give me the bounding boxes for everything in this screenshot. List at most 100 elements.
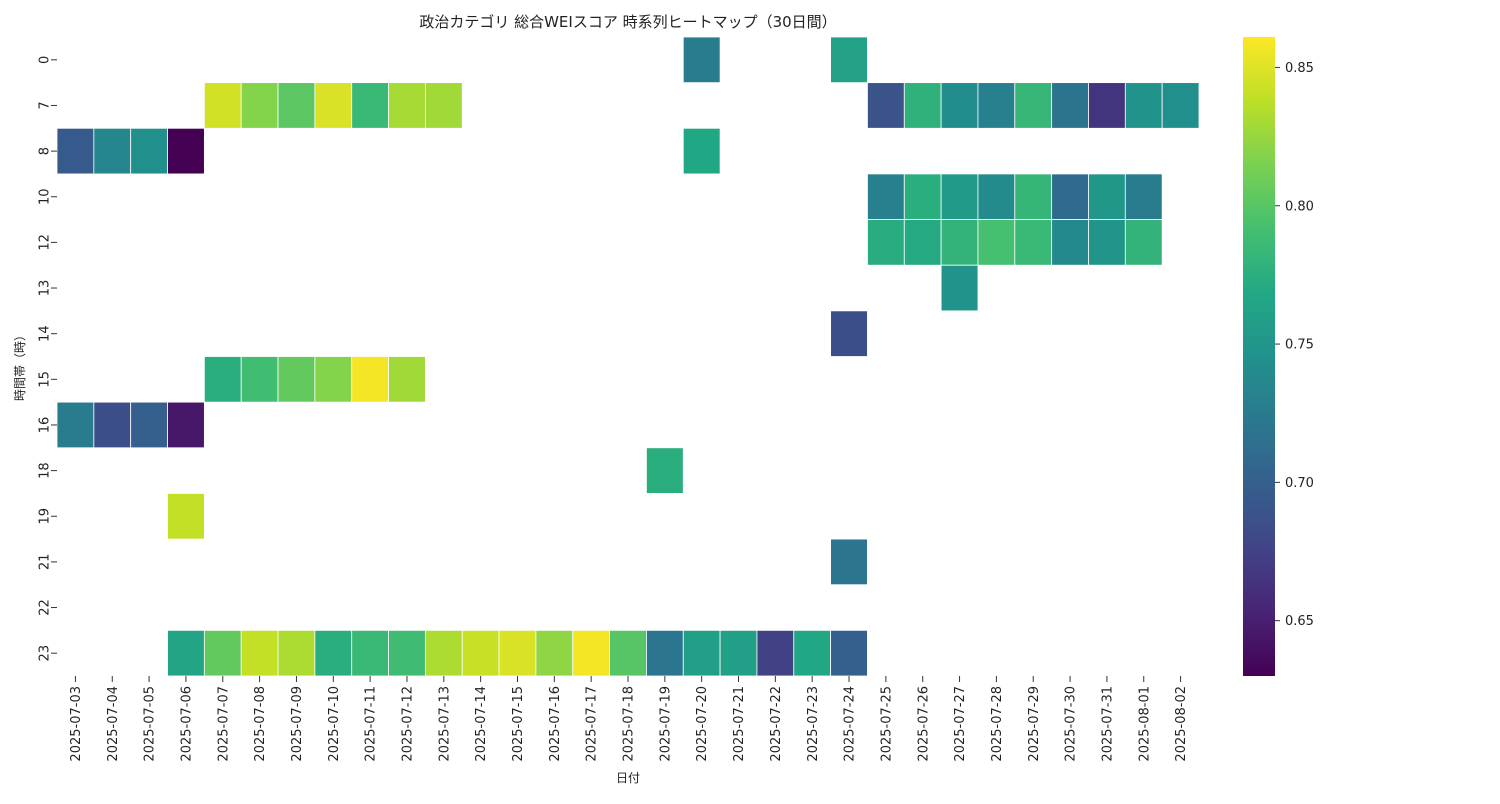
heatmap-cell xyxy=(351,629,389,677)
colorbar-tick-label: 0.85 xyxy=(1285,61,1314,76)
y-tick-label: 19 xyxy=(38,508,53,525)
colorbar-tick-label: 0.75 xyxy=(1285,338,1314,353)
x-tick-label: 2025-07-24 xyxy=(843,686,858,762)
heatmap-cell xyxy=(1051,219,1089,266)
y-tick-label: 22 xyxy=(38,599,53,616)
heatmap-cell xyxy=(351,356,389,403)
heatmap-cell xyxy=(977,219,1016,266)
y-tick-label: 18 xyxy=(38,462,53,479)
x-tick-label: 2025-07-18 xyxy=(622,686,637,762)
heatmap-cell xyxy=(903,219,942,266)
heatmap-cell xyxy=(388,356,426,403)
heatmap-cell xyxy=(830,629,868,677)
heatmap-cell xyxy=(314,82,353,129)
x-tick-label: 2025-07-10 xyxy=(327,686,342,762)
heatmap-cell xyxy=(167,493,205,540)
colorbar-gradient xyxy=(1243,37,1275,676)
y-tick-label: 13 xyxy=(38,280,53,297)
heatmap-cell xyxy=(682,127,721,175)
heatmap-cell xyxy=(830,538,868,586)
heatmap-cell xyxy=(793,629,832,677)
heatmap-cell xyxy=(830,36,868,84)
x-tick-label: 2025-07-26 xyxy=(916,686,931,762)
heatmap-cell xyxy=(1124,173,1163,220)
x-tick-label: 2025-07-07 xyxy=(216,686,231,762)
heatmap-cell xyxy=(167,401,205,449)
heatmap-cell xyxy=(1088,219,1126,266)
x-tick-label: 2025-07-05 xyxy=(143,686,158,762)
x-tick-label: 2025-07-13 xyxy=(437,686,452,762)
heatmap-cell xyxy=(314,356,353,403)
heatmap-cell xyxy=(903,82,942,129)
x-tick-label: 2025-07-11 xyxy=(364,686,379,762)
x-tick-label: 2025-07-31 xyxy=(1100,686,1115,762)
x-tick-label: 2025-07-14 xyxy=(474,686,489,762)
heatmap-cell xyxy=(646,447,684,494)
heatmap-cell xyxy=(277,629,316,677)
heatmap-cell xyxy=(682,36,721,84)
heatmap-cell xyxy=(203,629,242,677)
x-tick-label: 2025-07-16 xyxy=(548,686,563,762)
heatmap-cell xyxy=(977,173,1016,220)
heatmap-cell xyxy=(203,356,242,403)
y-tick-label: 10 xyxy=(38,188,53,205)
heatmap-cell xyxy=(940,82,979,129)
x-tick-label: 2025-07-21 xyxy=(732,686,747,762)
heatmap-cell xyxy=(240,82,279,129)
heatmap-cell xyxy=(314,629,353,677)
heatmap-cell xyxy=(830,310,868,357)
heatmap-cell xyxy=(609,629,647,677)
heatmap-cell xyxy=(719,629,758,677)
heatmap-cell xyxy=(277,356,316,403)
x-tick-label: 2025-07-09 xyxy=(290,686,305,762)
heatmap-cell xyxy=(572,629,610,677)
heatmap-cell xyxy=(1051,82,1089,129)
y-axis-label: 時間帯（時） xyxy=(13,329,27,401)
y-tick-label: 12 xyxy=(38,234,53,251)
heatmap-cell xyxy=(388,629,426,677)
heatmap-cell xyxy=(1124,82,1163,129)
heatmap-cell xyxy=(1014,173,1053,220)
heatmap-cell xyxy=(1088,82,1126,129)
heatmap-cell xyxy=(130,127,168,175)
heatmap-cell xyxy=(1088,173,1126,220)
x-axis-label: 日付 xyxy=(616,771,640,785)
x-tick-label: 2025-07-23 xyxy=(806,686,821,762)
y-tick-label: 23 xyxy=(38,645,53,662)
heatmap-cell xyxy=(388,82,426,129)
x-tick-label: 2025-07-30 xyxy=(1064,686,1079,762)
heatmap-cells xyxy=(56,36,1200,677)
heatmap-cell xyxy=(93,401,132,449)
y-tick-label: 21 xyxy=(38,554,53,571)
y-tick-label: 16 xyxy=(38,417,53,434)
x-tick-label: 2025-07-06 xyxy=(179,686,194,762)
colorbar-tick-label: 0.65 xyxy=(1285,614,1314,629)
heatmap-cell xyxy=(940,264,979,312)
y-tick-label: 0 xyxy=(38,56,53,64)
heatmap-cell xyxy=(240,629,279,677)
heatmap-cell xyxy=(56,401,95,449)
heatmap-cell xyxy=(1014,219,1053,266)
x-tick-label: 2025-07-04 xyxy=(106,686,121,762)
heatmap-cell xyxy=(498,629,537,677)
x-tick-label: 2025-07-29 xyxy=(1027,686,1042,762)
heatmap-cell xyxy=(167,127,205,175)
heatmap-cell xyxy=(461,629,500,677)
heatmap-cell xyxy=(977,82,1016,129)
y-tick-label: 14 xyxy=(38,325,53,342)
heatmap-cell xyxy=(756,629,795,677)
heatmap-cell xyxy=(867,82,905,129)
x-tick-label: 2025-07-25 xyxy=(879,686,894,762)
x-tick-label: 2025-08-02 xyxy=(1174,686,1189,762)
heatmap-cell xyxy=(424,82,463,129)
heatmap-cell xyxy=(203,82,242,129)
heatmap-cell xyxy=(167,629,205,677)
x-tick-label: 2025-07-03 xyxy=(69,686,84,762)
heatmap-cell xyxy=(1014,82,1053,129)
x-tick-label: 2025-07-28 xyxy=(990,686,1005,762)
colorbar-tick-label: 0.70 xyxy=(1285,476,1314,491)
heatmap-cell xyxy=(646,629,684,677)
x-tick-label: 2025-07-19 xyxy=(658,686,673,762)
